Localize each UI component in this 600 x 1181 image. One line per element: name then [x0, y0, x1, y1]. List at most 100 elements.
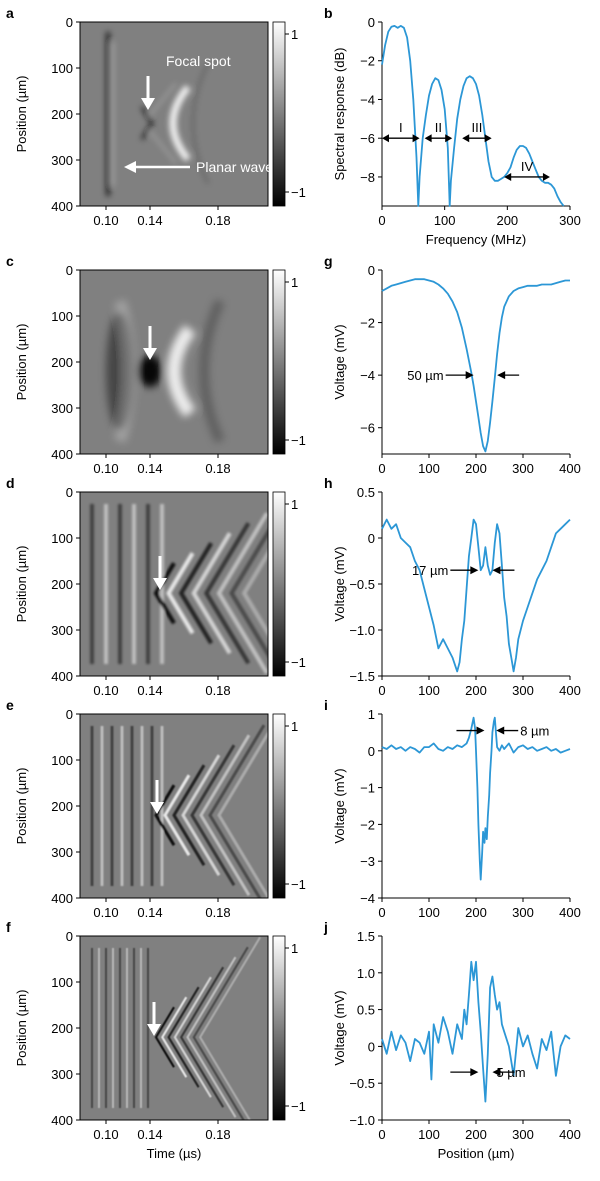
focal-spot: [138, 355, 162, 388]
chart-g: g 0 100 200 300 400 0 −2 −4 −6 Voltage (mV) 50 µm: [324, 253, 581, 476]
band-I: I: [382, 120, 420, 143]
x-tick-label: 0.10: [93, 213, 118, 228]
x-tick-label: 200: [465, 1127, 487, 1142]
series-line: [381, 518, 571, 673]
y-tick-label: 200: [51, 107, 73, 122]
y-tick-label: −6: [360, 131, 375, 146]
heatmap-image: [91, 936, 262, 1120]
panel-letter: c: [6, 253, 14, 269]
width-arrow-left: [465, 371, 474, 380]
y-tick-label: 400: [51, 1113, 73, 1128]
x-tick-label: 0: [378, 905, 385, 920]
band-arrow-right: [412, 134, 420, 143]
y-tick-label: −1.0: [349, 623, 375, 638]
y-axis-label: Spectral response (dB): [332, 48, 347, 181]
map-panel-c: c 0 100 200 300 400 0.10 0.14 0.18 Position (µm) 1…: [6, 253, 306, 476]
y-tick-label: 100: [51, 531, 73, 546]
y-tick-label: −6: [360, 421, 375, 436]
x-tick-label: 400: [559, 905, 581, 920]
panel-letter: f: [6, 919, 11, 935]
y-tick-label: 0.5: [357, 1003, 375, 1018]
band-label: I: [399, 120, 403, 135]
x-tick-label: 0.10: [93, 905, 118, 920]
x-tick-label: 0.18: [205, 213, 230, 228]
arrow-head: [153, 578, 167, 590]
y-axis-label: Voltage (mV): [332, 546, 347, 621]
colorbar-label-min: −1: [291, 1099, 306, 1114]
x-tick-label: 0: [378, 1127, 385, 1142]
x-tick-label: 400: [559, 1127, 581, 1142]
x-tick-label: 200: [465, 683, 487, 698]
y-tick-label: 300: [51, 1067, 73, 1082]
map-panel-f: f 0 100 200 300 400 0.10 0.14 0.18 Position (µm) T…: [6, 919, 306, 1161]
y-tick-label: −0.5: [349, 577, 375, 592]
y-axis-label: Position (µm): [14, 768, 29, 845]
y-axis-label: Position (µm): [14, 546, 29, 623]
y-tick-label: −2: [360, 54, 375, 69]
arrow-head: [150, 802, 164, 814]
width-marker: 17 µm: [412, 563, 515, 578]
heatmap-background: [80, 714, 268, 898]
map-panel-d: d 0 100 200 300 400 0.10 0.14 0.18 Position (µm) 1…: [6, 475, 306, 698]
y-tick-label: −4: [360, 368, 375, 383]
y-tick-label: 100: [51, 975, 73, 990]
y-tick-label: 200: [51, 1021, 73, 1036]
width-arrow-right: [492, 566, 501, 575]
colorbar: [272, 713, 286, 899]
y-tick-label: 0: [368, 15, 375, 30]
series-line: [381, 960, 571, 1103]
heatmap-image: [106, 32, 209, 196]
y-tick-label: 400: [51, 199, 73, 214]
x-tick-label: 0: [378, 461, 385, 476]
panel-letter: a: [6, 5, 14, 21]
band-arrow-right: [484, 134, 492, 143]
y-tick-label: 0.5: [357, 485, 375, 500]
band-arrow-right: [542, 172, 550, 181]
width-arrow-right: [492, 1068, 501, 1077]
band-label: III: [472, 120, 483, 135]
x-tick-label: 400: [559, 461, 581, 476]
y-axis-label: Position (µm): [14, 324, 29, 401]
y-tick-label: −8: [360, 170, 375, 185]
y-tick-label: 300: [51, 845, 73, 860]
x-tick-label: 200: [465, 905, 487, 920]
band-III: III: [462, 120, 492, 143]
x-tick-label: 400: [559, 683, 581, 698]
chart-j: j 0 100 200 300 400 1.5 1.0 0.5 0 −0.5 −1.0 Voltage …: [323, 919, 581, 1161]
width-arrow-left: [470, 1068, 479, 1077]
colorbar-label-max: 1: [291, 719, 298, 734]
colorbar: [272, 935, 286, 1121]
y-axis-label: Voltage (mV): [332, 768, 347, 843]
band-arrow-left: [462, 134, 470, 143]
y-tick-label: 300: [51, 623, 73, 638]
x-tick-label: 300: [512, 683, 534, 698]
y-tick-label: 100: [51, 309, 73, 324]
band-label: II: [435, 120, 442, 135]
x-tick-label: 0.18: [205, 1127, 230, 1142]
colorbar-label-min: −1: [291, 185, 306, 200]
colorbar-label-min: −1: [291, 433, 306, 448]
y-tick-label: 0: [368, 744, 375, 759]
y-tick-label: 0: [368, 1039, 375, 1054]
x-tick-label: 200: [496, 213, 518, 228]
width-label: 50 µm: [407, 368, 443, 383]
width-marker: 50 µm: [407, 368, 520, 383]
y-tick-label: 200: [51, 355, 73, 370]
y-tick-label: 300: [51, 153, 73, 168]
y-tick-label: 100: [51, 753, 73, 768]
y-tick-label: 400: [51, 891, 73, 906]
x-tick-label: 0.14: [137, 461, 162, 476]
panel-letter: d: [6, 475, 15, 491]
series-line: [381, 716, 571, 881]
x-tick-label: 100: [434, 213, 456, 228]
x-tick-label: 0: [378, 683, 385, 698]
heatmap-image: [90, 724, 268, 898]
colorbar: [272, 269, 286, 455]
colorbar: [272, 491, 286, 677]
band-IV: IV: [504, 159, 550, 181]
x-tick-label: 300: [512, 1127, 534, 1142]
band-arrow-left: [424, 134, 432, 143]
y-tick-label: 0: [368, 263, 375, 278]
